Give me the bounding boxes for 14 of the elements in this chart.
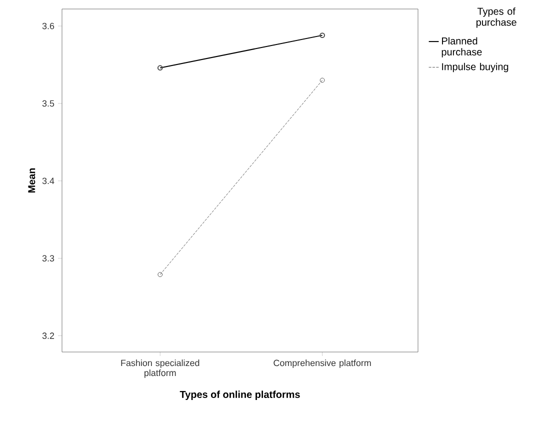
point — [158, 272, 163, 278]
y-tick-label: 3.2 — [42, 332, 54, 339]
legend-label: Planned purchase — [442, 37, 482, 58]
legend-label: Impulse buying — [442, 62, 508, 72]
y-axis-title: Mean — [28, 168, 36, 193]
x-axis-title: Types of online platforms — [180, 390, 300, 400]
y-tick-label: 3.3 — [42, 255, 54, 262]
x-tick-label: Comprehensive platform — [274, 360, 371, 368]
y-tick-label: 3.6 — [42, 22, 54, 30]
point — [320, 78, 325, 83]
x-tick-label: Fashion specialized platform — [121, 360, 200, 378]
y-tick-label: 3.4 — [42, 178, 54, 184]
y-tick-label: 3.5 — [42, 100, 54, 107]
legend-title: Types of purchase — [476, 8, 516, 28]
